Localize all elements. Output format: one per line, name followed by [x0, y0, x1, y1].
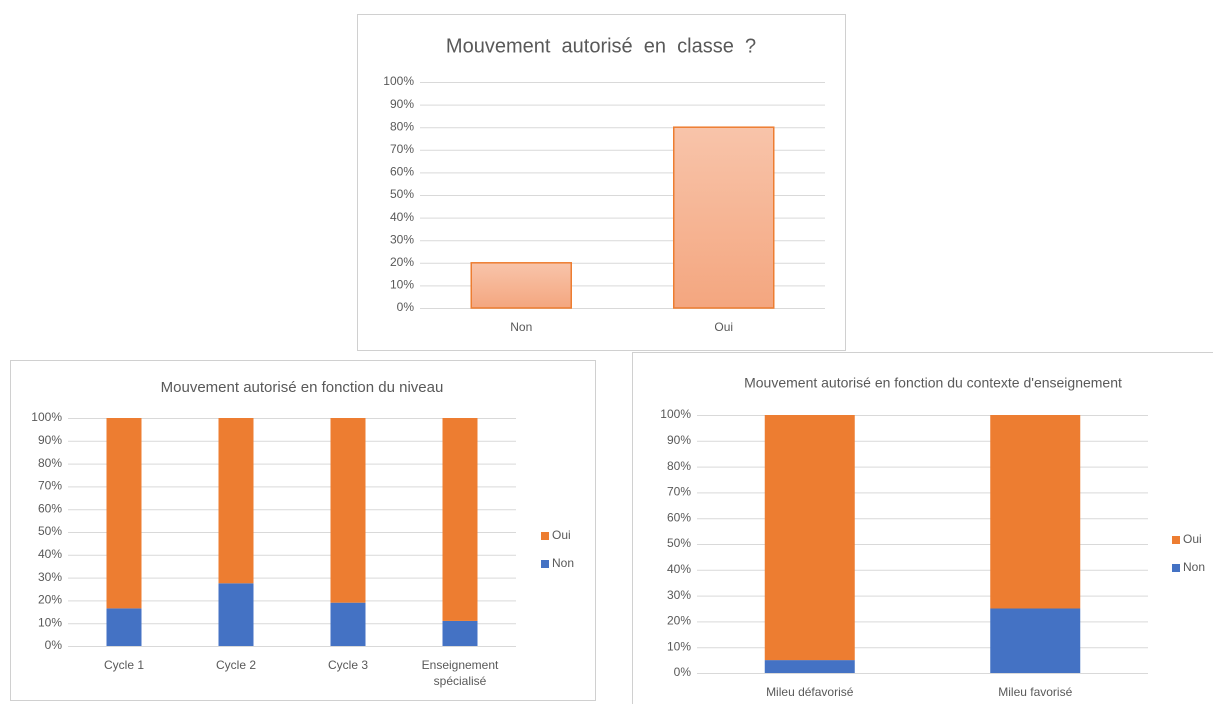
legend-label: Oui: [1183, 532, 1202, 546]
x-tick-label: Oui: [714, 320, 733, 334]
y-tick-label: 80%: [667, 459, 691, 473]
bar-segment: [330, 418, 366, 603]
y-tick-label: 20%: [38, 593, 62, 607]
y-tick-label: 0%: [674, 665, 692, 679]
bar-segment: [330, 602, 366, 646]
x-tick-label: Mileu défavorisé: [766, 685, 854, 699]
y-tick-label: 70%: [390, 142, 414, 156]
y-tick-label: 60%: [667, 510, 691, 524]
y-tick-label: 10%: [38, 615, 62, 629]
y-tick-label: 10%: [390, 278, 414, 292]
y-tick-label: 0%: [397, 300, 415, 314]
y-tick-label: 100%: [660, 407, 691, 421]
bar-segment: [106, 608, 142, 646]
x-tick-label: Non: [510, 320, 532, 334]
y-tick-label: 50%: [390, 187, 414, 201]
y-tick-label: 50%: [667, 536, 691, 550]
bar-segment: [106, 418, 142, 609]
y-tick-label: 100%: [383, 74, 414, 88]
chart-title: Mouvement autorisé en fonction du contex…: [744, 375, 1122, 391]
y-tick-label: 40%: [667, 562, 691, 576]
y-tick-label: 40%: [390, 210, 414, 224]
chart-title: Mouvement autorisé en classe ?: [446, 35, 756, 57]
y-tick-label: 40%: [38, 547, 62, 561]
bar-segment: [218, 583, 254, 646]
x-tick-label: Cycle 3: [328, 658, 368, 672]
y-tick-label: 20%: [667, 614, 691, 628]
y-tick-label: 60%: [38, 501, 62, 515]
bar-segment: [990, 415, 1081, 609]
y-tick-label: 30%: [38, 570, 62, 584]
y-tick-label: 90%: [390, 97, 414, 111]
x-tick-label: Mileu favorisé: [998, 685, 1072, 699]
bar: [470, 262, 572, 309]
legend-label: Oui: [552, 528, 571, 542]
y-tick-label: 30%: [390, 232, 414, 246]
legend-swatch: [541, 532, 549, 540]
x-tick-label: Cycle 2: [216, 658, 256, 672]
legend-label: Non: [552, 556, 574, 570]
bar: [673, 126, 775, 309]
y-tick-label: 60%: [390, 165, 414, 179]
y-tick-label: 30%: [667, 588, 691, 602]
y-tick-label: 90%: [667, 433, 691, 447]
y-tick-label: 80%: [390, 119, 414, 133]
chart-title: Mouvement autorisé en fonction du niveau: [161, 379, 444, 396]
bar-segment: [442, 418, 478, 621]
y-tick-label: 80%: [38, 456, 62, 470]
x-tick-label: Cycle 1: [104, 658, 144, 672]
y-tick-label: 0%: [45, 638, 63, 652]
y-tick-label: 20%: [390, 255, 414, 269]
bar-segment: [218, 418, 254, 584]
legend-swatch: [541, 560, 549, 568]
bar-segment: [764, 660, 855, 673]
legend-label: Non: [1183, 560, 1205, 574]
chart-frame: [632, 352, 1213, 704]
legend-swatch: [1172, 564, 1180, 572]
y-tick-label: 10%: [667, 639, 691, 653]
bar-segment: [990, 608, 1081, 673]
legend-swatch: [1172, 536, 1180, 544]
bar-segment: [442, 620, 478, 646]
x-tick-label: Enseignement spécialisé: [422, 658, 499, 688]
y-tick-label: 70%: [38, 479, 62, 493]
y-tick-label: 100%: [31, 410, 62, 424]
chart-frame: [10, 360, 596, 701]
y-tick-label: 90%: [38, 433, 62, 447]
y-tick-label: 70%: [667, 485, 691, 499]
bar-segment: [764, 415, 855, 661]
y-tick-label: 50%: [38, 524, 62, 538]
